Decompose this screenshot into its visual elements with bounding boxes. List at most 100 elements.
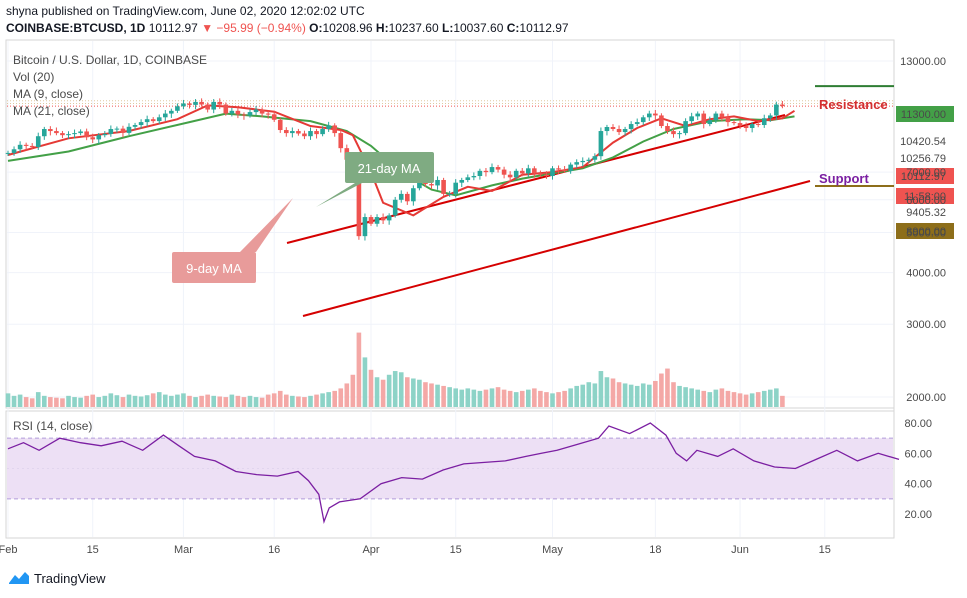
candle-body <box>223 104 229 114</box>
candle-body <box>120 128 126 133</box>
candle-body <box>362 217 368 237</box>
volume-bar <box>519 390 525 407</box>
volume-bar <box>592 383 598 407</box>
volume-bar <box>332 390 337 407</box>
candle-body <box>308 131 313 137</box>
volume-bar <box>538 390 543 407</box>
time-axis[interactable]: Feb 15 Mar 16 Apr 15 May 18 Jun 15 <box>0 544 831 556</box>
price-axis-label: 10420.54 <box>900 136 946 148</box>
candle-body <box>586 159 592 161</box>
candle-body <box>66 134 71 136</box>
volume-bar <box>259 397 265 407</box>
candle-body <box>532 168 537 174</box>
tradingview-logo-icon <box>9 572 29 584</box>
volume-bar <box>78 397 83 407</box>
volume-bar <box>66 395 71 407</box>
volume-bar <box>235 395 241 407</box>
candle-body <box>235 110 241 115</box>
volume-bar <box>42 395 47 407</box>
volume-bar <box>556 392 561 407</box>
candle-body <box>181 103 186 107</box>
price-axis-label: 11:58:00 <box>904 191 946 203</box>
volume-bar <box>223 397 229 407</box>
candle-body <box>713 113 719 121</box>
volume-bar <box>320 393 325 407</box>
volume-bar <box>290 395 295 407</box>
candle-body <box>175 106 180 111</box>
price-label-bg <box>896 150 954 166</box>
volume-bar <box>580 384 586 407</box>
volume-bar <box>483 389 489 407</box>
volume-bar <box>598 371 604 407</box>
candle-body <box>392 199 398 216</box>
candle-body <box>193 101 198 105</box>
candle-body <box>411 188 416 202</box>
resistance-label: Resistance <box>819 97 888 112</box>
rsi-path <box>7 422 900 524</box>
candle-body <box>429 184 434 186</box>
candle-body <box>320 129 325 135</box>
volume-bar <box>217 396 223 407</box>
volume-bar <box>72 397 77 407</box>
candle-body <box>205 104 210 110</box>
candle-body <box>483 170 489 173</box>
price-axis-label: 10256.79 <box>900 153 946 165</box>
candle-body <box>332 125 337 134</box>
volume-bar <box>731 392 737 407</box>
time-axis-label: 18 <box>649 544 661 556</box>
candle-body <box>501 169 507 175</box>
volume-bar <box>138 396 144 407</box>
candle-body <box>568 164 573 171</box>
price-label-bg <box>896 133 954 149</box>
candle-body <box>628 124 634 130</box>
candle-body <box>247 112 253 116</box>
volume-bar <box>495 387 501 407</box>
candle-body <box>60 133 65 136</box>
volume-bar <box>616 382 622 407</box>
ma9-callout-pointer <box>240 198 293 252</box>
price-axis[interactable]: 13000.00 11300.00 10420.54 10256.79 10112.97… <box>896 56 954 404</box>
candle-body <box>265 113 271 115</box>
candle-body <box>90 137 95 140</box>
high-label: H: <box>375 21 389 35</box>
candle-body <box>701 113 707 125</box>
price-axis-label: 3000.00 <box>906 319 946 331</box>
price-axis-label: 4000.00 <box>906 268 946 280</box>
rsi-axis[interactable]: 20.00 40.00 60.00 80.00 <box>904 418 932 521</box>
volume-bar <box>126 394 132 407</box>
tradingview-brand[interactable]: TradingView <box>8 570 106 586</box>
price-axis-label: 9405.32 <box>906 207 946 219</box>
volume-bar <box>247 395 253 407</box>
support-resistance-lines <box>815 85 894 187</box>
candle-body <box>507 174 513 178</box>
volume-bar <box>211 395 216 407</box>
candle-body <box>695 113 700 117</box>
candle-body <box>689 116 694 122</box>
volume-bar <box>604 377 610 407</box>
volume-bar <box>683 387 688 407</box>
candle-body <box>737 123 743 127</box>
volume-bar <box>659 373 664 407</box>
candle-body <box>144 119 150 123</box>
candle-body <box>659 115 664 127</box>
published-line: shyna published on TradingView.com, June… <box>6 4 365 18</box>
volume-bar <box>5 393 11 407</box>
candle-body <box>622 129 628 133</box>
volume-bar <box>108 393 114 407</box>
symbol[interactable]: COINBASE:BTCUSD, 1D <box>6 21 146 35</box>
volume-bar <box>701 390 707 407</box>
volume-bar <box>338 388 344 407</box>
volume-bar <box>163 394 168 407</box>
volume-bar <box>29 398 35 407</box>
candle-body <box>271 114 277 120</box>
candle-body <box>374 217 380 224</box>
volume-bar <box>241 397 247 407</box>
price-axis-label: 5000.00 <box>906 228 946 240</box>
volume-bar <box>550 393 555 407</box>
volume-bar <box>23 397 29 407</box>
volume-bars <box>5 332 785 407</box>
candle-body <box>780 104 785 107</box>
volume-bar <box>544 392 549 407</box>
volume-bar <box>453 388 458 407</box>
